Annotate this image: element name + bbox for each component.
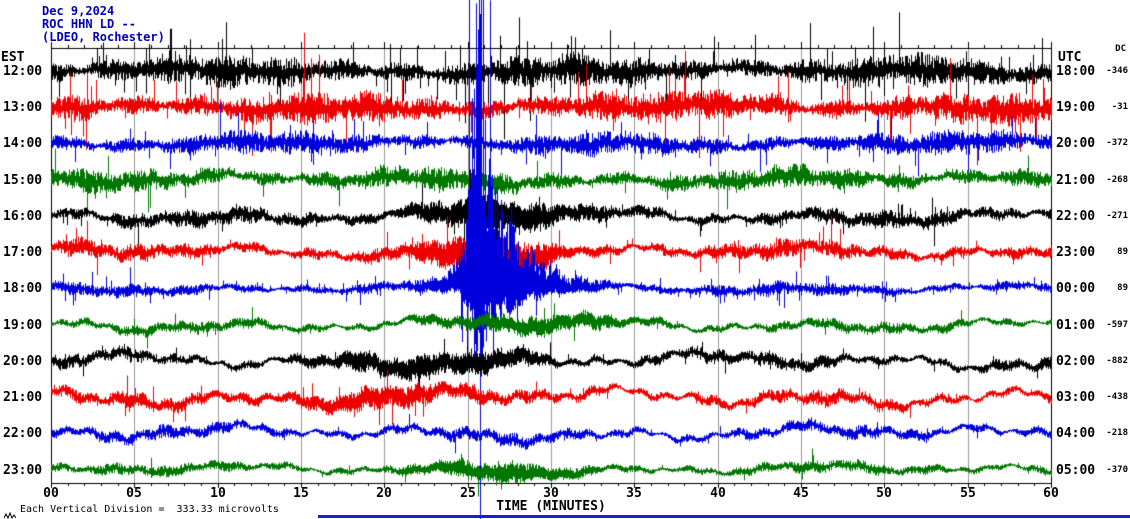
x-tick-label: 00 bbox=[43, 486, 59, 501]
row-dc-value: -372 bbox=[1106, 138, 1128, 148]
row-time-est: 12:00 bbox=[3, 64, 43, 79]
row-dc-value: -271 bbox=[1106, 211, 1128, 221]
x-tick-label: 60 bbox=[1043, 486, 1059, 501]
row-time-utc: 18:00 bbox=[1056, 64, 1096, 79]
dc-column-label: DC bbox=[1115, 44, 1126, 54]
x-tick-label: 05 bbox=[126, 486, 142, 501]
row-time-est: 21:00 bbox=[3, 390, 43, 405]
x-tick-label: 50 bbox=[876, 486, 892, 501]
right-timezone-label: UTC bbox=[1058, 50, 1082, 65]
row-time-est: 18:00 bbox=[3, 281, 43, 296]
row-time-utc: 20:00 bbox=[1056, 136, 1096, 151]
x-tick-label: 25 bbox=[460, 486, 476, 501]
bottom-partial-trace-line bbox=[318, 515, 1130, 518]
row-dc-value: -597 bbox=[1106, 320, 1128, 330]
row-time-utc: 23:00 bbox=[1056, 245, 1096, 260]
x-tick-label: 30 bbox=[543, 486, 559, 501]
row-time-utc: 02:00 bbox=[1056, 354, 1096, 369]
header-date: Dec 9,2024 bbox=[42, 4, 115, 18]
x-tick-label: 15 bbox=[293, 486, 309, 501]
row-time-utc: 01:00 bbox=[1056, 318, 1096, 333]
row-dc-value: -882 bbox=[1106, 356, 1128, 366]
x-tick-label: 55 bbox=[960, 486, 976, 501]
row-time-est: 22:00 bbox=[3, 426, 43, 441]
row-time-est: 16:00 bbox=[3, 209, 43, 224]
row-time-est: 17:00 bbox=[3, 245, 43, 260]
row-dc-value: 89 bbox=[1117, 247, 1128, 257]
row-dc-value: -438 bbox=[1106, 392, 1128, 402]
left-timezone-label: EST bbox=[1, 50, 25, 65]
row-time-est: 19:00 bbox=[3, 318, 43, 333]
x-tick-label: 35 bbox=[626, 486, 642, 501]
row-time-utc: 03:00 bbox=[1056, 390, 1096, 405]
row-time-utc: 00:00 bbox=[1056, 281, 1096, 296]
row-dc-value: -218 bbox=[1106, 428, 1128, 438]
scale-note: Each Vertical Division = 333.33 microvol… bbox=[20, 504, 279, 515]
row-dc-value: -346 bbox=[1106, 66, 1128, 76]
row-dc-value: -268 bbox=[1106, 175, 1128, 185]
row-dc-value: -31 bbox=[1111, 102, 1128, 112]
row-time-est: 23:00 bbox=[3, 463, 43, 478]
row-time-est: 14:00 bbox=[3, 136, 43, 151]
row-dc-value: 89 bbox=[1117, 283, 1128, 293]
header-location: (LDEO, Rochester) bbox=[42, 30, 165, 44]
row-time-utc: 05:00 bbox=[1056, 463, 1096, 478]
x-tick-label: 10 bbox=[210, 486, 226, 501]
row-time-utc: 04:00 bbox=[1056, 426, 1096, 441]
row-time-est: 13:00 bbox=[3, 100, 43, 115]
x-tick-label: 45 bbox=[793, 486, 809, 501]
row-time-utc: 22:00 bbox=[1056, 209, 1096, 224]
x-tick-label: 20 bbox=[376, 486, 392, 501]
row-time-est: 15:00 bbox=[3, 173, 43, 188]
header-station: ROC HHN LD -- bbox=[42, 17, 136, 31]
row-dc-value: -370 bbox=[1106, 465, 1128, 475]
seismo-squiggle-icon bbox=[3, 505, 17, 519]
x-axis-title: TIME (MINUTES) bbox=[496, 499, 606, 514]
row-time-utc: 21:00 bbox=[1056, 173, 1096, 188]
row-time-est: 20:00 bbox=[3, 354, 43, 369]
row-time-utc: 19:00 bbox=[1056, 100, 1096, 115]
x-tick-label: 40 bbox=[710, 486, 726, 501]
